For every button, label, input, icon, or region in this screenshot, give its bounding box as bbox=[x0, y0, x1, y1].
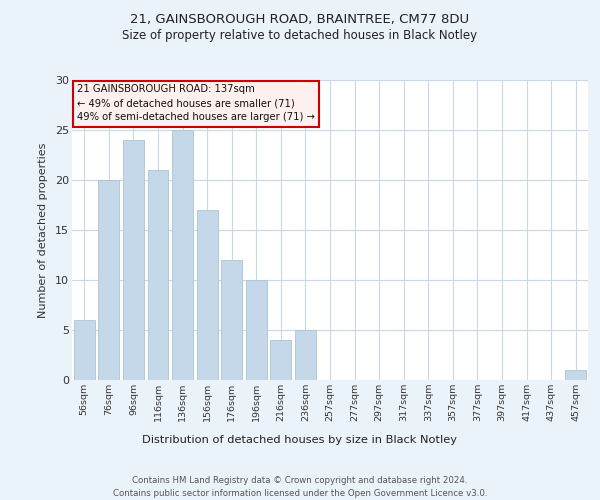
Bar bbox=[197, 210, 218, 380]
Bar bbox=[246, 280, 267, 380]
Text: 21 GAINSBOROUGH ROAD: 137sqm
← 49% of detached houses are smaller (71)
49% of se: 21 GAINSBOROUGH ROAD: 137sqm ← 49% of de… bbox=[77, 84, 315, 122]
Bar bbox=[98, 180, 119, 380]
Bar bbox=[271, 340, 292, 380]
Bar bbox=[123, 140, 144, 380]
Bar bbox=[221, 260, 242, 380]
Bar bbox=[74, 320, 95, 380]
Text: Distribution of detached houses by size in Black Notley: Distribution of detached houses by size … bbox=[143, 435, 458, 445]
Y-axis label: Number of detached properties: Number of detached properties bbox=[38, 142, 48, 318]
Bar bbox=[565, 370, 586, 380]
Bar bbox=[295, 330, 316, 380]
Text: Size of property relative to detached houses in Black Notley: Size of property relative to detached ho… bbox=[122, 29, 478, 42]
Text: Contains public sector information licensed under the Open Government Licence v3: Contains public sector information licen… bbox=[113, 489, 487, 498]
Bar bbox=[172, 130, 193, 380]
Bar bbox=[148, 170, 169, 380]
Text: Contains HM Land Registry data © Crown copyright and database right 2024.: Contains HM Land Registry data © Crown c… bbox=[132, 476, 468, 485]
Text: 21, GAINSBOROUGH ROAD, BRAINTREE, CM77 8DU: 21, GAINSBOROUGH ROAD, BRAINTREE, CM77 8… bbox=[130, 12, 470, 26]
